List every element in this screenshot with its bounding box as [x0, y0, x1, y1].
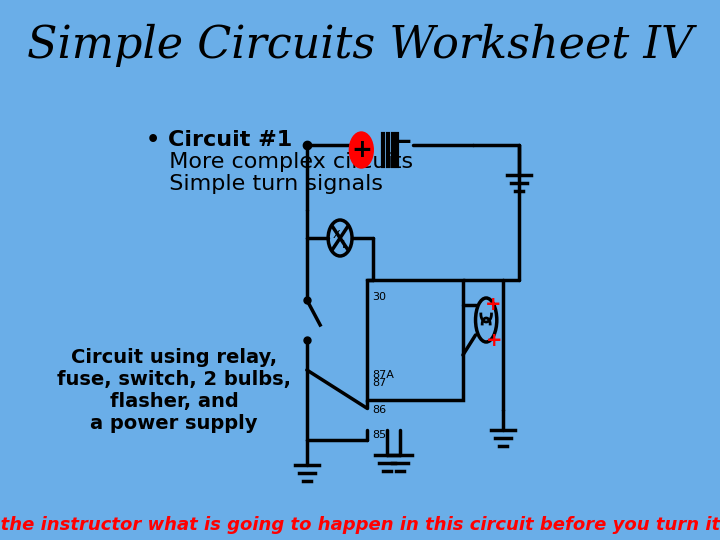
Text: L: L [341, 240, 348, 250]
Text: • Circuit #1: • Circuit #1 [146, 130, 292, 150]
Text: Simple turn signals: Simple turn signals [156, 174, 384, 194]
Text: X: X [333, 230, 341, 240]
Text: 85: 85 [372, 430, 386, 440]
Text: 86: 86 [372, 405, 386, 415]
Text: −: − [390, 128, 413, 156]
Text: Tell the instructor what is going to happen in this circuit before you turn it o: Tell the instructor what is going to hap… [0, 516, 720, 534]
Text: 30: 30 [372, 292, 386, 302]
Text: Simple Circuits Worksheet IV: Simple Circuits Worksheet IV [27, 23, 693, 66]
Text: +: + [351, 138, 372, 162]
Text: +: + [485, 295, 501, 314]
Text: 87A: 87A [372, 370, 394, 380]
Text: 87: 87 [372, 378, 386, 388]
Circle shape [349, 132, 373, 168]
Text: Circuit using relay,
fuse, switch, 2 bulbs,
flasher, and
a power supply: Circuit using relay, fuse, switch, 2 bul… [57, 348, 291, 433]
Text: More complex circuits: More complex circuits [156, 152, 413, 172]
Bar [366, 280, 463, 400]
Text: +: + [486, 330, 503, 349]
